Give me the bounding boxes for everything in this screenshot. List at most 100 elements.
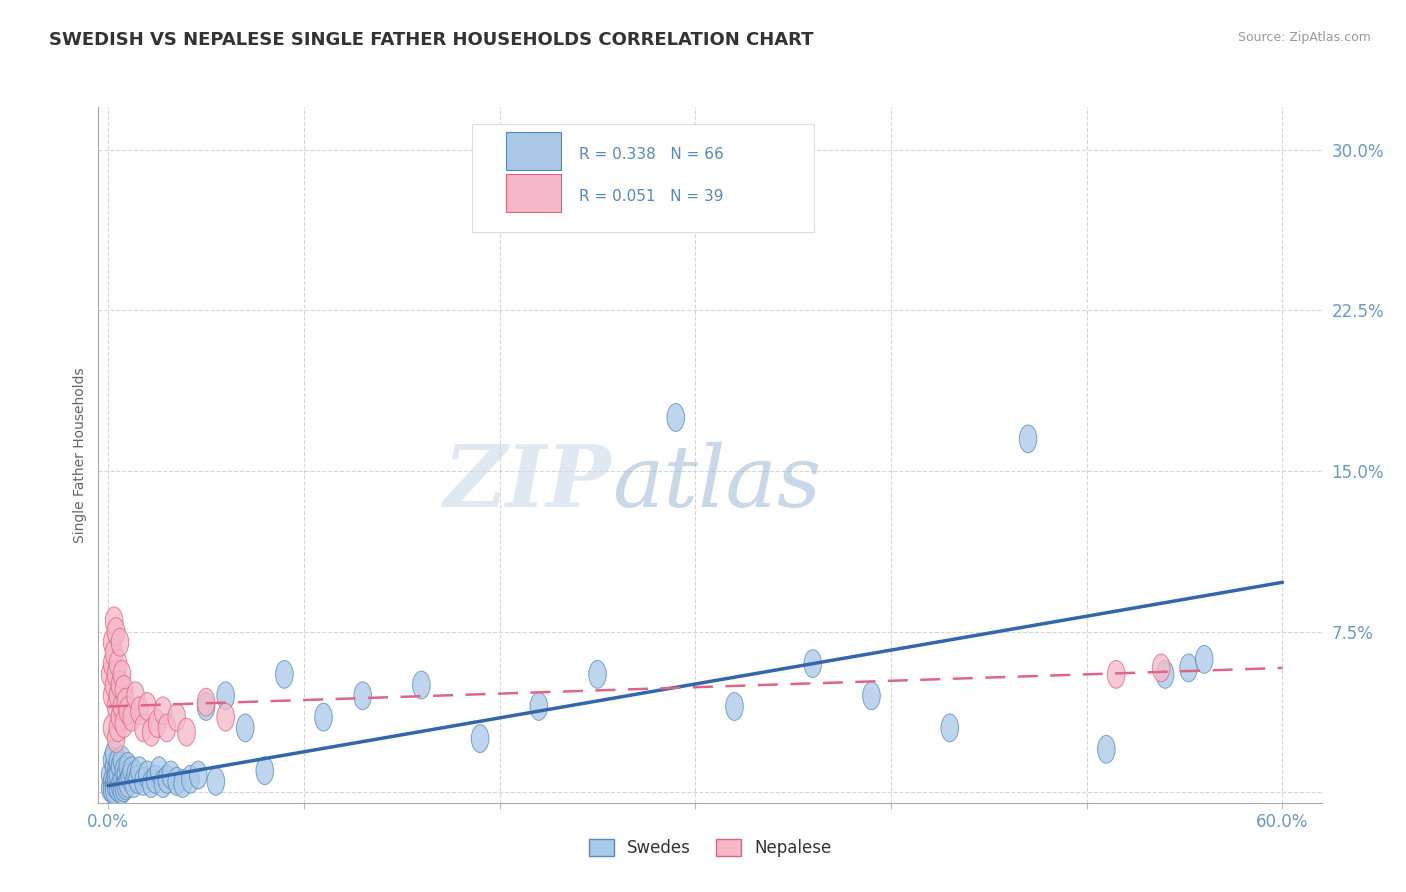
Ellipse shape: [236, 714, 254, 742]
Ellipse shape: [107, 692, 125, 721]
Ellipse shape: [111, 753, 129, 780]
Ellipse shape: [412, 671, 430, 699]
Text: Source: ZipAtlas.com: Source: ZipAtlas.com: [1237, 31, 1371, 45]
Ellipse shape: [115, 774, 132, 802]
Ellipse shape: [167, 703, 186, 731]
Ellipse shape: [107, 764, 125, 791]
Ellipse shape: [256, 756, 274, 785]
Ellipse shape: [197, 689, 215, 716]
Ellipse shape: [111, 671, 129, 699]
Ellipse shape: [142, 770, 160, 797]
Ellipse shape: [115, 710, 132, 738]
Ellipse shape: [666, 403, 685, 432]
Ellipse shape: [115, 675, 132, 703]
Ellipse shape: [174, 770, 191, 797]
Text: R = 0.051   N = 39: R = 0.051 N = 39: [579, 189, 724, 204]
Ellipse shape: [155, 770, 172, 797]
Ellipse shape: [110, 714, 127, 742]
Ellipse shape: [103, 714, 121, 742]
FancyBboxPatch shape: [506, 174, 561, 212]
Ellipse shape: [103, 767, 121, 796]
Ellipse shape: [112, 776, 131, 804]
Ellipse shape: [103, 776, 121, 804]
Ellipse shape: [120, 753, 136, 780]
Ellipse shape: [157, 714, 176, 742]
Ellipse shape: [105, 770, 122, 797]
Ellipse shape: [131, 756, 148, 785]
Ellipse shape: [207, 767, 225, 796]
Ellipse shape: [105, 776, 122, 804]
Ellipse shape: [157, 765, 176, 793]
Ellipse shape: [107, 756, 125, 785]
Ellipse shape: [122, 703, 141, 731]
Ellipse shape: [139, 761, 156, 789]
Ellipse shape: [111, 703, 129, 731]
Ellipse shape: [589, 660, 606, 689]
Ellipse shape: [804, 649, 821, 678]
Ellipse shape: [1195, 646, 1213, 673]
Ellipse shape: [120, 770, 136, 797]
Ellipse shape: [127, 761, 145, 789]
Ellipse shape: [167, 767, 186, 796]
Ellipse shape: [107, 724, 125, 753]
Ellipse shape: [110, 649, 127, 678]
Ellipse shape: [103, 746, 121, 774]
Ellipse shape: [162, 761, 180, 789]
Ellipse shape: [122, 756, 141, 785]
Ellipse shape: [530, 692, 547, 721]
Ellipse shape: [155, 697, 172, 724]
Ellipse shape: [139, 692, 156, 721]
Ellipse shape: [101, 774, 120, 802]
Ellipse shape: [1156, 660, 1174, 689]
Ellipse shape: [135, 714, 152, 742]
Text: atlas: atlas: [612, 442, 821, 524]
Ellipse shape: [117, 689, 135, 716]
Ellipse shape: [117, 761, 135, 789]
Ellipse shape: [217, 703, 235, 731]
Ellipse shape: [105, 753, 122, 780]
Ellipse shape: [276, 660, 294, 689]
Ellipse shape: [105, 607, 122, 635]
Text: R = 0.338   N = 66: R = 0.338 N = 66: [579, 147, 724, 162]
Ellipse shape: [103, 649, 121, 678]
Ellipse shape: [107, 772, 125, 799]
Ellipse shape: [103, 681, 121, 710]
Ellipse shape: [117, 772, 135, 799]
Ellipse shape: [471, 724, 489, 753]
Ellipse shape: [197, 692, 215, 721]
Ellipse shape: [190, 761, 207, 789]
Ellipse shape: [112, 692, 131, 721]
Ellipse shape: [107, 660, 125, 689]
Ellipse shape: [725, 692, 744, 721]
Legend: Swedes, Nepalese: Swedes, Nepalese: [582, 832, 838, 864]
Ellipse shape: [111, 772, 129, 799]
Ellipse shape: [121, 764, 139, 791]
FancyBboxPatch shape: [471, 124, 814, 232]
Ellipse shape: [105, 739, 122, 767]
FancyBboxPatch shape: [506, 132, 561, 170]
Ellipse shape: [107, 617, 125, 646]
Ellipse shape: [105, 671, 122, 699]
Ellipse shape: [1180, 654, 1198, 681]
Ellipse shape: [131, 697, 148, 724]
Ellipse shape: [354, 681, 371, 710]
Ellipse shape: [120, 697, 136, 724]
Text: SWEDISH VS NEPALESE SINGLE FATHER HOUSEHOLDS CORRELATION CHART: SWEDISH VS NEPALESE SINGLE FATHER HOUSEH…: [49, 31, 814, 49]
Ellipse shape: [112, 767, 131, 796]
Ellipse shape: [146, 765, 165, 793]
Ellipse shape: [181, 765, 200, 793]
Ellipse shape: [217, 681, 235, 710]
Ellipse shape: [1153, 654, 1170, 681]
Ellipse shape: [110, 774, 127, 802]
Ellipse shape: [110, 681, 127, 710]
Y-axis label: Single Father Households: Single Father Households: [73, 368, 87, 542]
Ellipse shape: [111, 628, 129, 657]
Ellipse shape: [142, 718, 160, 746]
Ellipse shape: [135, 767, 152, 796]
Ellipse shape: [110, 761, 127, 789]
Ellipse shape: [127, 681, 145, 710]
Ellipse shape: [101, 761, 120, 789]
Ellipse shape: [1108, 660, 1125, 689]
Ellipse shape: [112, 746, 131, 774]
Ellipse shape: [112, 660, 131, 689]
